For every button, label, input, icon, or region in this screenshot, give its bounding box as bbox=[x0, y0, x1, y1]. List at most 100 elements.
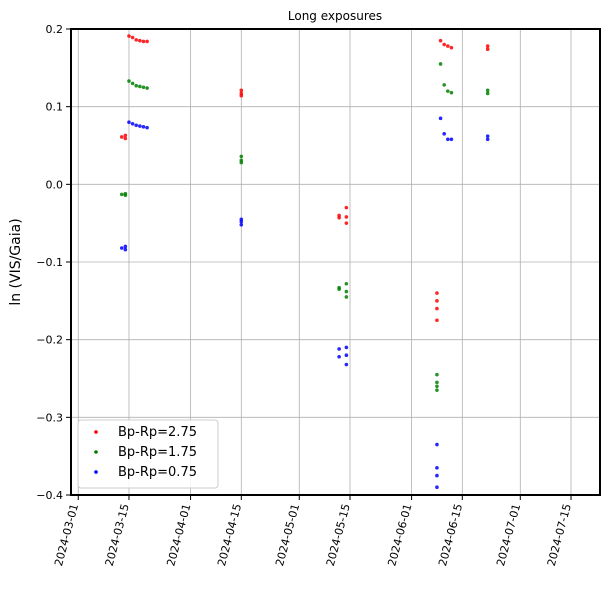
data-point bbox=[442, 83, 446, 87]
data-points bbox=[119, 34, 490, 490]
data-point bbox=[123, 244, 128, 249]
data-point bbox=[337, 287, 341, 291]
data-point bbox=[485, 134, 490, 138]
x-tick-label: 2024-07-01 bbox=[494, 502, 523, 567]
x-tick-label: 2024-06-01 bbox=[385, 502, 414, 567]
data-point bbox=[145, 125, 149, 130]
x-tick-label: 2024-05-01 bbox=[273, 502, 302, 567]
data-point bbox=[239, 88, 244, 93]
x-tick-label: 2024-07-15 bbox=[545, 502, 574, 567]
data-point bbox=[127, 79, 131, 83]
legend-label: Bp-Rp=0.75 bbox=[118, 465, 197, 480]
data-point bbox=[123, 136, 128, 141]
y-axis-label: ln (VIS/Gaia) bbox=[8, 218, 24, 305]
y-tick-label: 0.2 bbox=[46, 23, 64, 36]
data-point bbox=[449, 45, 454, 50]
x-tick-label: 2024-04-01 bbox=[164, 502, 193, 567]
data-point bbox=[134, 83, 139, 88]
data-point bbox=[344, 289, 349, 294]
y-tick-label: −0.3 bbox=[36, 411, 63, 424]
data-point bbox=[442, 42, 446, 47]
data-point bbox=[442, 132, 446, 136]
data-point bbox=[435, 384, 439, 389]
x-tick-label: 2024-06-15 bbox=[436, 502, 465, 567]
data-point bbox=[485, 137, 490, 142]
data-point bbox=[435, 388, 439, 392]
y-tick-label: 0.1 bbox=[46, 101, 64, 114]
data-point bbox=[127, 120, 131, 124]
data-point bbox=[141, 125, 146, 129]
data-point bbox=[145, 39, 149, 44]
data-point bbox=[344, 362, 349, 367]
data-point bbox=[435, 372, 439, 377]
legend-marker bbox=[94, 450, 98, 454]
data-point bbox=[435, 306, 439, 311]
data-point bbox=[239, 93, 244, 98]
legend-marker bbox=[94, 470, 98, 474]
data-point bbox=[485, 91, 490, 96]
legend-marker bbox=[94, 430, 98, 434]
x-tick-label: 2024-05-15 bbox=[324, 502, 353, 567]
data-point bbox=[127, 34, 131, 38]
x-tick-label: 2024-03-15 bbox=[103, 502, 132, 567]
legend: Bp-Rp=2.75 Bp-Rp=1.75 Bp-Rp=0.75 bbox=[77, 419, 219, 489]
grid-lines bbox=[71, 28, 600, 496]
data-point bbox=[344, 353, 349, 358]
data-point bbox=[337, 347, 341, 351]
data-point bbox=[449, 90, 454, 95]
data-point bbox=[239, 154, 244, 159]
data-point bbox=[438, 116, 443, 121]
data-point bbox=[239, 219, 244, 224]
data-point bbox=[446, 89, 450, 93]
data-point bbox=[119, 246, 124, 250]
legend-label: Bp-Rp=2.75 bbox=[118, 425, 197, 440]
data-point bbox=[130, 35, 135, 40]
data-point bbox=[123, 191, 128, 196]
data-point bbox=[344, 221, 349, 225]
legend-box bbox=[77, 419, 219, 489]
y-tick-label: −0.1 bbox=[36, 256, 63, 269]
y-axis-ticks: 0.2 0.1 0.0 −0.1 −0.2 −0.3 −0.4 bbox=[36, 23, 71, 502]
y-tick-label: −0.4 bbox=[36, 489, 63, 502]
data-point bbox=[123, 247, 128, 252]
data-point bbox=[239, 222, 244, 227]
data-point bbox=[435, 473, 439, 478]
data-point bbox=[344, 345, 349, 350]
data-point bbox=[138, 84, 142, 89]
data-point bbox=[123, 133, 128, 138]
data-point bbox=[344, 295, 349, 299]
data-point bbox=[435, 318, 439, 323]
data-point bbox=[145, 86, 149, 90]
data-point bbox=[438, 38, 443, 43]
x-tick-label: 2024-04-15 bbox=[215, 502, 244, 567]
data-point bbox=[438, 62, 443, 66]
data-point bbox=[446, 44, 450, 48]
data-point bbox=[344, 215, 349, 219]
data-point bbox=[134, 123, 139, 128]
data-point bbox=[435, 442, 439, 447]
data-point bbox=[130, 81, 135, 86]
chart-title: Long exposures bbox=[288, 9, 382, 23]
data-point bbox=[141, 85, 146, 90]
data-point bbox=[119, 192, 124, 197]
data-point bbox=[435, 466, 439, 470]
x-tick-label: 2024-03-01 bbox=[52, 502, 81, 567]
data-point bbox=[119, 135, 124, 139]
data-point bbox=[239, 160, 244, 165]
y-tick-label: 0.0 bbox=[46, 178, 64, 191]
y-tick-label: −0.2 bbox=[36, 334, 63, 347]
legend-label: Bp-Rp=1.75 bbox=[118, 445, 197, 460]
data-point bbox=[435, 299, 439, 303]
data-point bbox=[435, 291, 439, 295]
data-point bbox=[449, 137, 454, 142]
data-point bbox=[446, 137, 450, 142]
data-point bbox=[337, 354, 341, 359]
data-point bbox=[134, 38, 139, 42]
data-point bbox=[344, 281, 349, 286]
data-point bbox=[485, 44, 490, 48]
data-point bbox=[485, 88, 490, 93]
data-point bbox=[344, 205, 349, 210]
data-point bbox=[130, 121, 135, 126]
data-point bbox=[435, 485, 439, 490]
